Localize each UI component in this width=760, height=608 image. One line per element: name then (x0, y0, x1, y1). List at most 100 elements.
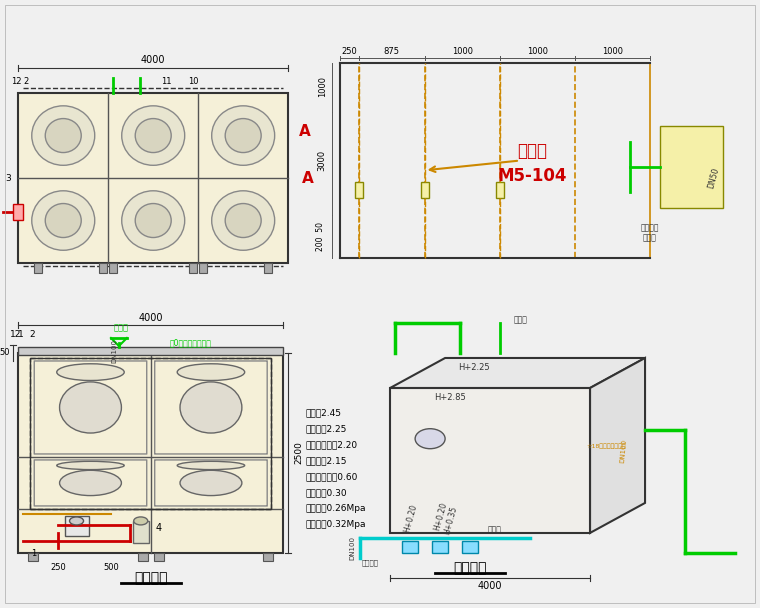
Text: 溢流管: 溢流管 (513, 316, 527, 325)
FancyBboxPatch shape (155, 460, 268, 506)
Text: 预埋件: 预埋件 (518, 142, 547, 160)
Ellipse shape (135, 204, 171, 238)
Bar (65, 516, 88, 536)
Text: 启泵压力0.26Mpa: 启泵压力0.26Mpa (306, 505, 366, 513)
Text: 3000: 3000 (318, 150, 327, 171)
Ellipse shape (122, 106, 185, 165)
Text: 流量开关: 流量开关 (362, 559, 378, 566)
Text: 12: 12 (11, 77, 21, 86)
Text: 滤水器: 滤水器 (643, 233, 657, 243)
Ellipse shape (57, 461, 124, 469)
FancyBboxPatch shape (34, 460, 147, 506)
Ellipse shape (46, 204, 81, 238)
Ellipse shape (57, 364, 124, 381)
Bar (263, 553, 273, 561)
Text: 异0目不锈钢防虫网: 异0目不锈钢防虫网 (169, 339, 211, 348)
Ellipse shape (415, 429, 445, 449)
Bar (30, 358, 271, 457)
Text: 最高水位2.15: 最高水位2.15 (306, 457, 347, 466)
Text: 最低水位0.30: 最低水位0.30 (306, 488, 347, 497)
Text: 1000: 1000 (318, 76, 327, 97)
Bar (462, 541, 478, 553)
Text: 进水位2.45: 进水位2.45 (306, 409, 341, 418)
Ellipse shape (177, 364, 245, 381)
Polygon shape (590, 358, 645, 533)
Bar (34, 263, 43, 273)
Bar (660, 126, 723, 208)
Ellipse shape (180, 382, 242, 433)
Text: 500: 500 (103, 564, 119, 572)
Text: 11: 11 (161, 77, 172, 86)
Text: 250: 250 (342, 47, 357, 55)
Text: 4: 4 (156, 523, 162, 533)
Text: 1000: 1000 (527, 47, 548, 55)
Bar (100, 263, 107, 273)
Text: 透气帽: 透气帽 (113, 323, 128, 333)
Bar (154, 553, 163, 561)
Text: H+0.20: H+0.20 (402, 503, 418, 533)
FancyBboxPatch shape (34, 361, 147, 454)
FancyBboxPatch shape (155, 361, 268, 454)
Text: A: A (299, 124, 311, 139)
Text: A: A (302, 171, 314, 185)
Text: 进水阀: 进水阀 (487, 525, 501, 534)
Text: 250: 250 (50, 564, 66, 572)
Text: 1000: 1000 (602, 47, 623, 55)
Text: H+0.20: H+0.20 (432, 501, 448, 531)
Bar (264, 263, 272, 273)
Text: DN50: DN50 (707, 167, 721, 190)
Text: 2: 2 (24, 77, 29, 86)
Ellipse shape (32, 191, 95, 250)
Text: DN100: DN100 (349, 536, 355, 560)
Text: 高位报警水位2.20: 高位报警水位2.20 (306, 440, 357, 449)
Ellipse shape (70, 517, 84, 525)
Bar (189, 263, 197, 273)
Text: 875: 875 (384, 47, 400, 55)
Text: 2500: 2500 (295, 441, 304, 465)
Ellipse shape (122, 191, 185, 250)
Text: 50: 50 (0, 348, 10, 358)
Ellipse shape (135, 119, 171, 153)
Bar (402, 541, 418, 553)
Text: 2: 2 (30, 331, 35, 339)
Text: 侧立面图: 侧立面图 (454, 561, 487, 575)
Text: 4000: 4000 (141, 55, 166, 65)
Text: H+2.85: H+2.85 (434, 393, 466, 402)
Ellipse shape (59, 471, 122, 496)
Bar (13, 204, 24, 220)
Text: 1: 1 (18, 331, 24, 339)
Bar (496, 182, 504, 198)
Text: 200  50: 200 50 (315, 222, 325, 251)
Text: 标准水箱: 标准水箱 (641, 224, 659, 232)
Text: 12: 12 (10, 331, 21, 339)
Text: 1: 1 (30, 548, 36, 558)
Ellipse shape (134, 517, 147, 525)
Bar (18, 353, 283, 553)
Bar (18, 347, 283, 355)
Text: DN100: DN100 (111, 339, 117, 363)
Ellipse shape (46, 119, 81, 153)
Ellipse shape (32, 106, 95, 165)
Bar (199, 263, 207, 273)
Text: 1000: 1000 (451, 47, 473, 55)
Ellipse shape (177, 461, 245, 469)
Text: M5-104: M5-104 (498, 167, 567, 185)
Text: 低位报警水位0.60: 低位报警水位0.60 (306, 472, 357, 482)
Bar (30, 358, 271, 509)
Text: H+0.35: H+0.35 (442, 505, 458, 535)
Ellipse shape (225, 204, 261, 238)
Text: 溢流水位2.25: 溢流水位2.25 (306, 424, 347, 434)
Text: 3: 3 (5, 173, 11, 182)
Text: 4000: 4000 (478, 581, 502, 591)
Bar (355, 182, 363, 198)
Text: 停泵压力0.32Mpa: 停泵压力0.32Mpa (306, 520, 366, 530)
Ellipse shape (212, 106, 274, 165)
Text: 正立面图: 正立面图 (134, 571, 167, 585)
Bar (138, 553, 147, 561)
Text: 10: 10 (188, 77, 199, 86)
Bar (133, 521, 149, 543)
Ellipse shape (59, 382, 122, 433)
Polygon shape (390, 358, 645, 388)
Ellipse shape (180, 471, 242, 496)
Text: H+2.25: H+2.25 (458, 364, 490, 373)
